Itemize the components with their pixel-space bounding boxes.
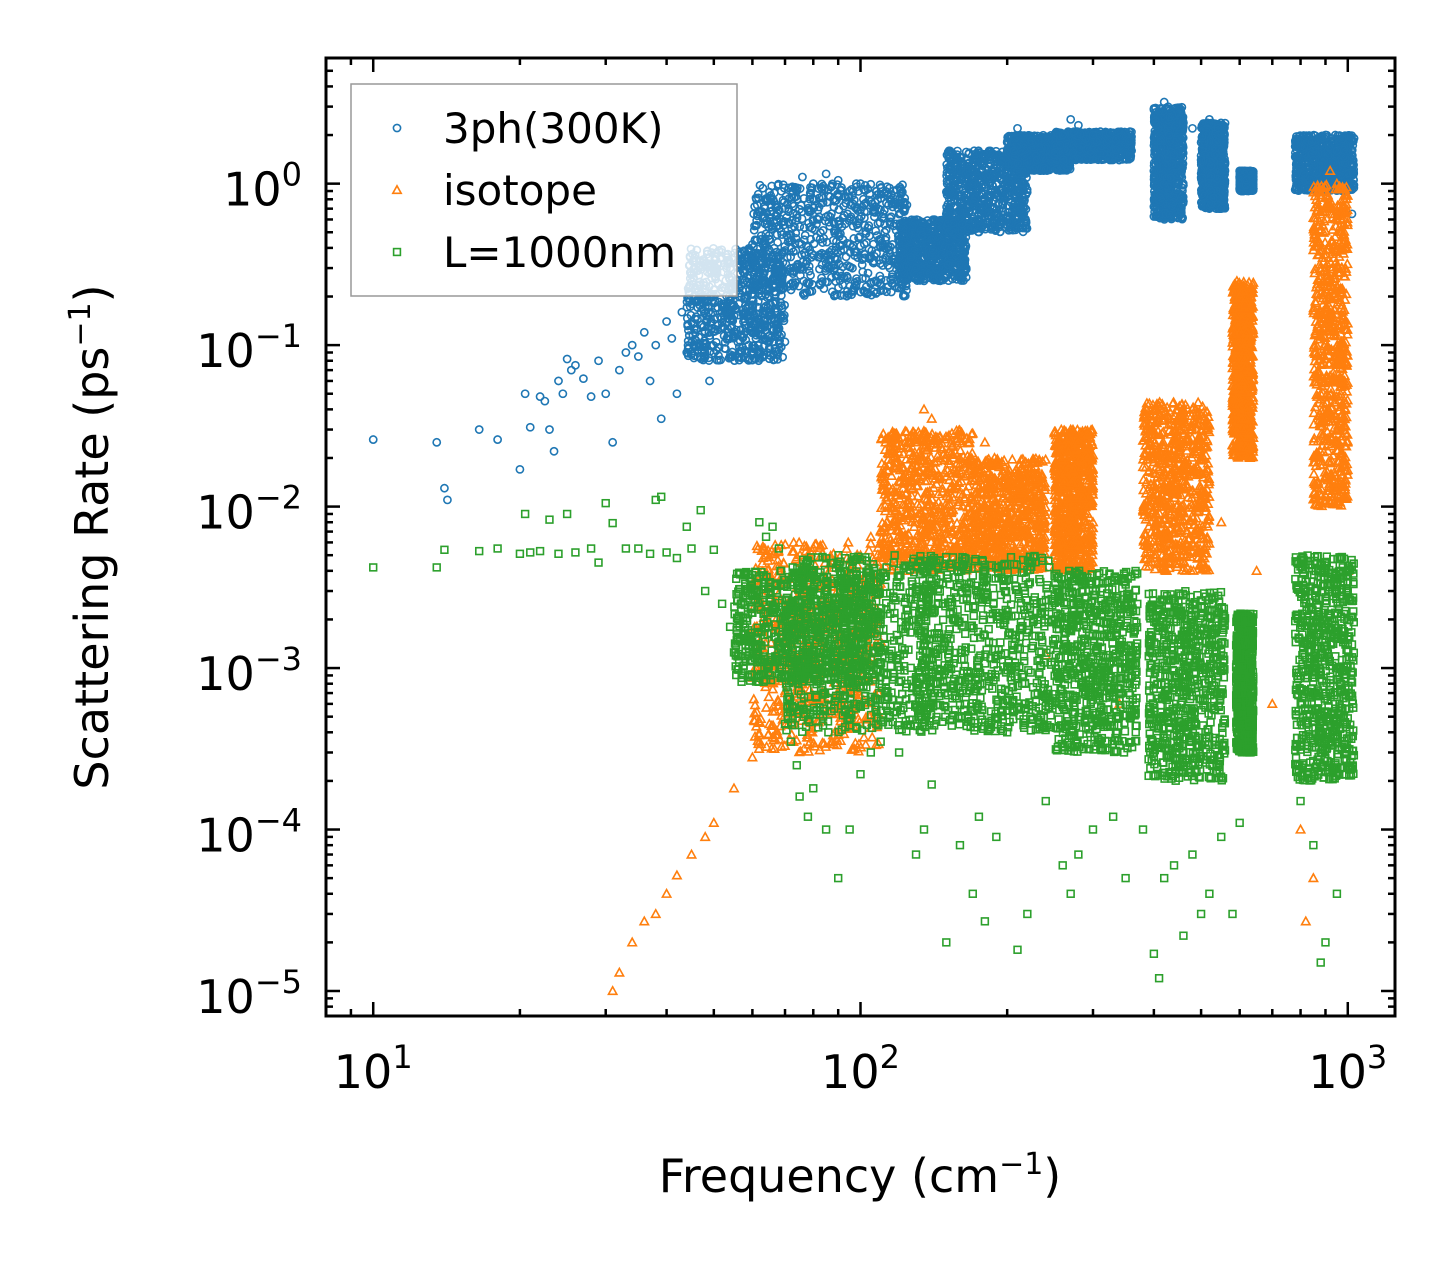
data-point <box>685 297 695 307</box>
data-point <box>709 298 719 308</box>
data-point <box>738 333 748 343</box>
data-point <box>708 308 718 317</box>
data-point <box>759 306 769 316</box>
data-point <box>714 351 723 361</box>
data-marks <box>368 97 1359 996</box>
data-point <box>711 337 721 347</box>
data-point <box>734 342 744 352</box>
data-point <box>706 309 716 319</box>
data-point <box>772 323 782 333</box>
data-point <box>691 325 701 334</box>
data-point <box>718 322 728 331</box>
data-point <box>716 312 725 322</box>
data-point <box>738 324 748 334</box>
data-point <box>773 347 783 357</box>
data-point <box>761 320 770 330</box>
data-point <box>696 320 706 330</box>
data-point <box>684 325 693 335</box>
data-point <box>733 329 742 339</box>
data-point <box>714 355 724 365</box>
data-point <box>707 323 717 333</box>
data-point <box>728 351 738 360</box>
data-point <box>730 329 740 339</box>
data-point <box>751 309 761 319</box>
data-point <box>776 291 786 300</box>
data-point <box>771 297 780 307</box>
data-point <box>773 327 783 337</box>
data-point <box>740 247 750 257</box>
